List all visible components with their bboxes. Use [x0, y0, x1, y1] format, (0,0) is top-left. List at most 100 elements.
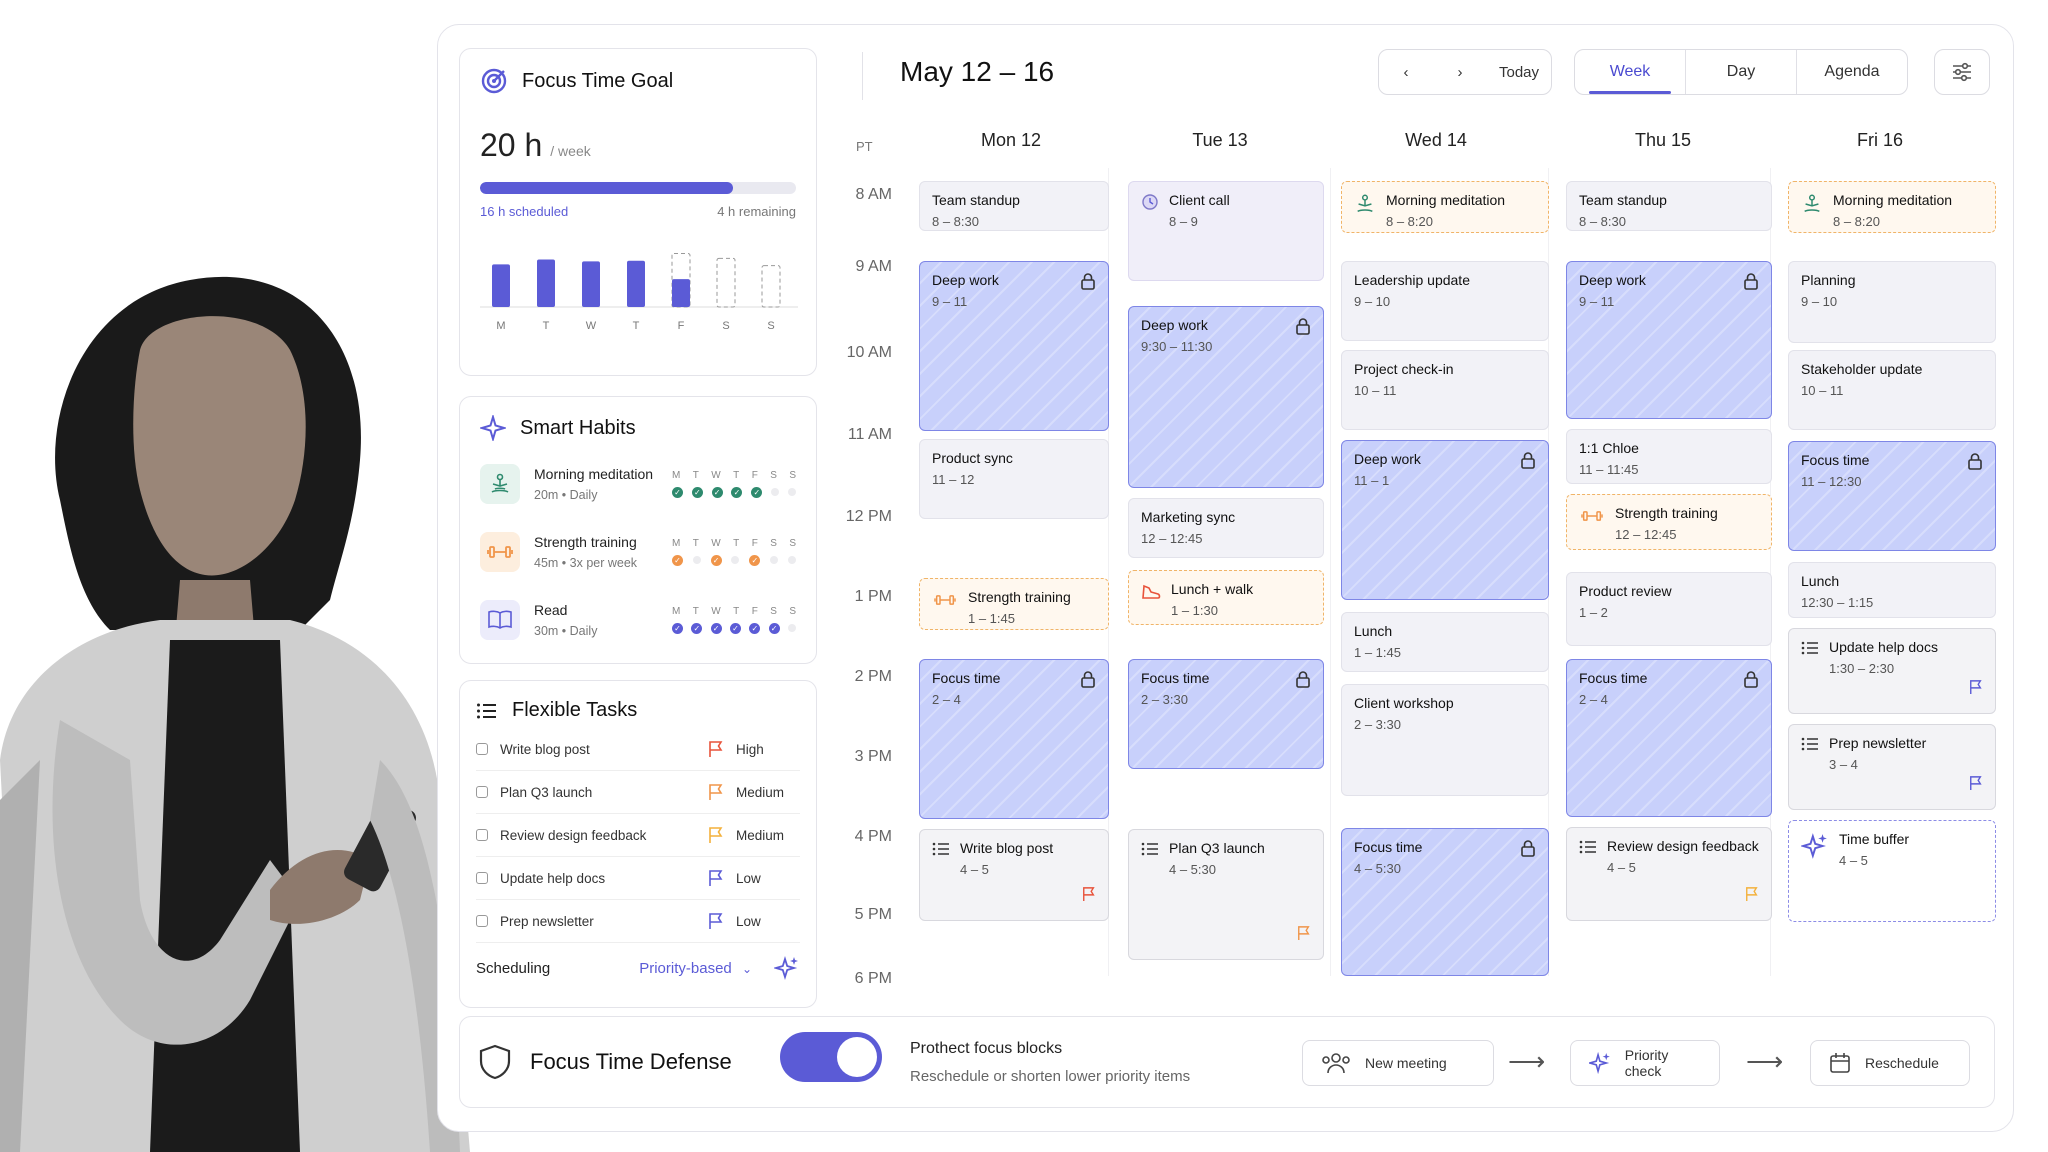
bar-day-label: S [722, 320, 729, 332]
empty-dot [692, 556, 701, 564]
calendar-event[interactable]: Client call 8 – 9 [1128, 181, 1324, 281]
calendar-event[interactable]: Strength training 1 – 1:45 [919, 578, 1109, 630]
meditation-icon [480, 464, 520, 504]
calendar-event[interactable]: 1:1 Chloe 11 – 11:45 [1566, 429, 1772, 484]
flag-icon-wrap [1745, 886, 1759, 908]
event-icon [1141, 193, 1159, 217]
task-row[interactable]: Review design feedback Medium [476, 814, 800, 857]
settings-button[interactable] [1934, 49, 1990, 95]
lock-icon-wrap [1520, 839, 1536, 863]
goal-progress-fill [480, 182, 733, 194]
event-text: Focus time 11 – 12:30 [1801, 451, 1869, 491]
lock-icon [1081, 671, 1095, 688]
task-checkbox[interactable] [476, 915, 488, 927]
calendar-event[interactable]: Morning meditation 8 – 8:20 [1341, 181, 1549, 233]
calendar-event[interactable]: Review design feedback 4 – 5 [1566, 827, 1772, 921]
calendar-event[interactable]: Focus time 2 – 3:30 [1128, 659, 1324, 769]
prev-week-button[interactable]: ‹ [1379, 64, 1433, 81]
flow-new-meeting-label: New meeting [1365, 1055, 1447, 1071]
day-letter: S [770, 606, 777, 617]
sparkle-icon[interactable] [774, 955, 800, 981]
empty-dot [770, 556, 779, 564]
habit-row[interactable]: Read 30m • Daily M T W T F S S ✓ ✓ ✓ ✓ ✓ ✓ [480, 595, 796, 645]
next-week-button[interactable]: › [1433, 64, 1487, 81]
flow-priority-check[interactable]: Priority check [1570, 1040, 1720, 1086]
calendar-event[interactable]: Leadership update 9 – 10 [1341, 261, 1549, 341]
calendar-event[interactable]: Product sync 11 – 12 [919, 439, 1109, 519]
calendar-event[interactable]: Deep work 11 – 1 [1341, 440, 1549, 600]
calendar-event[interactable]: Focus time 2 – 4 [1566, 659, 1772, 817]
today-button[interactable]: Today [1498, 63, 1540, 81]
calendar-event[interactable]: Prep newsletter 3 – 4 [1788, 724, 1996, 810]
scheduled-label: 16 h scheduled [480, 204, 569, 219]
task-checkbox[interactable] [476, 829, 488, 841]
flag-icon [709, 870, 723, 886]
calendar-event[interactable]: Time buffer 4 – 5 [1788, 820, 1996, 922]
calendar-event[interactable]: Lunch + walk 1 – 1:30 [1128, 570, 1324, 625]
scheduling-select[interactable]: Priority-based ⌄ [639, 960, 752, 977]
day-letter: M [672, 538, 681, 549]
event-title: Focus time [1801, 452, 1870, 468]
check-icon: ✓ [672, 487, 683, 498]
habit-row[interactable]: Morning meditation 20m • Daily M T W T F S S ✓ ✓ ✓ ✓… [480, 459, 796, 509]
calendar-event[interactable]: Focus time 4 – 5:30 [1341, 828, 1549, 976]
tab-agenda[interactable]: Agenda [1824, 63, 1880, 80]
task-checkbox[interactable] [476, 872, 488, 884]
event-title: Morning meditation [1386, 192, 1506, 208]
sparkle-icon [1799, 833, 1827, 859]
calendar-event[interactable]: Project check-in 10 – 11 [1341, 350, 1549, 430]
event-title: Update help docs [1829, 639, 1938, 655]
event-title: Lunch + walk [1171, 581, 1254, 597]
calendar-event[interactable]: Team standup 8 – 8:30 [1566, 181, 1772, 231]
event-time: 4 – 5 [1839, 852, 1868, 868]
task-row[interactable]: Prep newsletter Low [476, 900, 800, 943]
lock-icon [1296, 318, 1310, 335]
calendar-event[interactable]: Deep work 9:30 – 11:30 [1128, 306, 1324, 488]
separator-dot: • [558, 488, 570, 502]
flag-icon [1970, 680, 1982, 695]
calendar-event[interactable]: Deep work 9 – 11 [919, 261, 1109, 431]
task-row[interactable]: Plan Q3 launch Medium [476, 771, 800, 814]
calendar-event[interactable]: Stakeholder update 10 – 11 [1788, 350, 1996, 430]
event-time: 9 – 10 [1801, 293, 1838, 309]
flag-icon [1746, 887, 1758, 902]
calendar-event[interactable]: Focus time 11 – 12:30 [1788, 441, 1996, 551]
person-illustration [0, 276, 470, 1152]
task-checkbox[interactable] [476, 743, 488, 755]
calendar-event[interactable]: Deep work 9 – 11 [1566, 261, 1772, 419]
calendar-event[interactable]: Planning 9 – 10 [1788, 261, 1996, 343]
dumbbell-icon [1581, 511, 1603, 521]
tab-day[interactable]: Day [1686, 50, 1797, 94]
calendar-event[interactable]: Strength training 12 – 12:45 [1566, 494, 1772, 550]
calendar-event[interactable]: Client workshop 2 – 3:30 [1341, 684, 1549, 796]
flow-new-meeting[interactable]: New meeting [1302, 1040, 1494, 1086]
calendar-event[interactable]: Morning meditation 8 – 8:20 [1788, 181, 1996, 233]
flag-icon [709, 741, 723, 757]
separator-dot: • [558, 624, 570, 638]
calendar-event[interactable]: Lunch 12:30 – 1:15 [1788, 562, 1996, 618]
defense-toggle[interactable] [780, 1032, 882, 1082]
task-checkbox[interactable] [476, 786, 488, 798]
event-time: 11 – 11:45 [1579, 461, 1639, 477]
habit-row[interactable]: Strength training 45m • 3x per week M T W T F S… [480, 527, 796, 577]
task-row[interactable]: Update help docs Low [476, 857, 800, 900]
calendar-event[interactable]: Lunch 1 – 1:45 [1341, 612, 1549, 672]
date-nav: ‹ › Today [1378, 49, 1552, 95]
calendar-event[interactable]: Marketing sync 12 – 12:45 [1128, 498, 1324, 558]
flow-reschedule[interactable]: Reschedule [1810, 1040, 1970, 1086]
calendar-event[interactable]: Product review 1 – 2 [1566, 572, 1772, 646]
task-row[interactable]: Write blog post High [476, 728, 800, 771]
day-letter: T [733, 606, 740, 617]
calendar-event[interactable]: Focus time 2 – 4 [919, 659, 1109, 819]
tab-week[interactable]: Week [1575, 50, 1686, 94]
dumbbell-icon [480, 532, 520, 572]
event-text: 1:1 Chloe 11 – 11:45 [1579, 439, 1639, 479]
task-list-icon [1579, 840, 1596, 854]
calendar-event[interactable]: Team standup 8 – 8:30 [919, 181, 1109, 231]
calendar-event[interactable]: Write blog post 4 – 5 [919, 829, 1109, 921]
calendar-event[interactable]: Update help docs 1:30 – 2:30 [1788, 628, 1996, 714]
bar-day-label: S [767, 320, 774, 332]
chevron-left-icon: ‹ [1403, 63, 1409, 81]
day-letter: F [751, 538, 758, 549]
calendar-event[interactable]: Plan Q3 launch 4 – 5:30 [1128, 829, 1324, 960]
